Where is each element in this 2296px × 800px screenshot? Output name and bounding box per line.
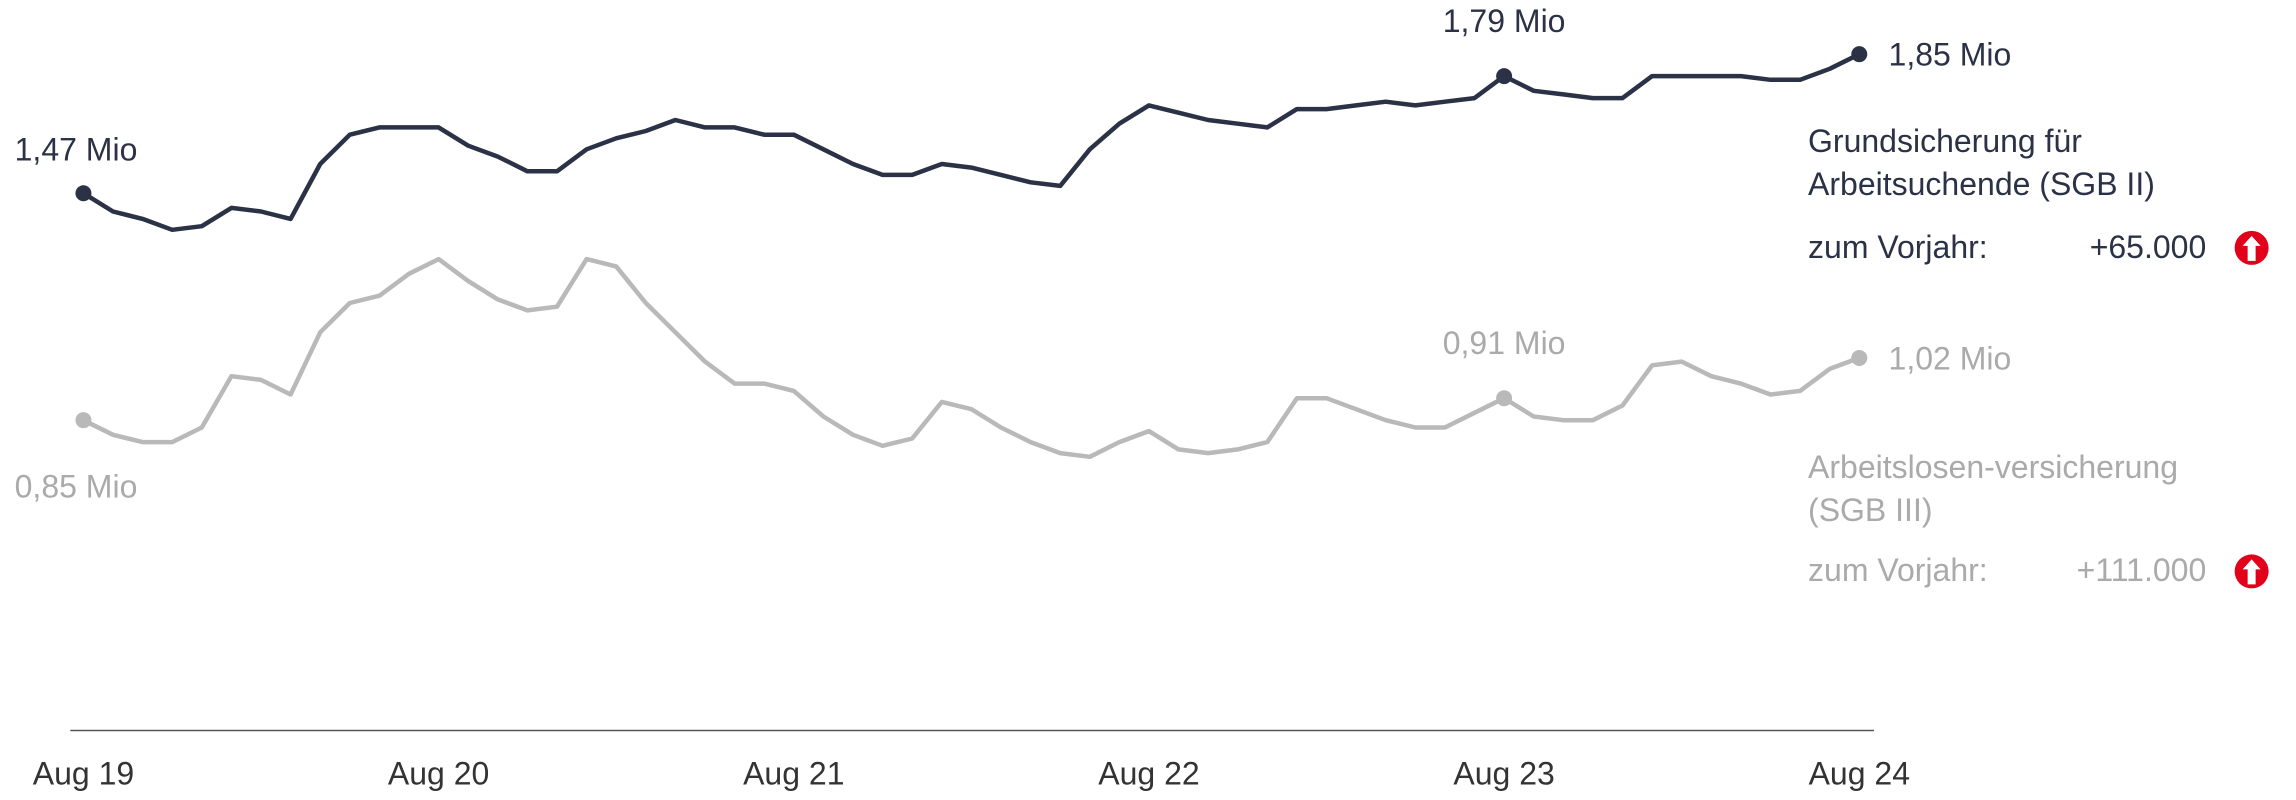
value-label: 1,02 Mio [1889, 340, 2012, 376]
x-tick-label: Aug 22 [1098, 755, 1199, 791]
value-label: 1,79 Mio [1443, 3, 1566, 39]
change-icon-arrow [2242, 235, 2261, 261]
series-name: Arbeitslosen-versicherung (SGB III) [1808, 449, 2178, 529]
change-label: zum Vorjahr: [1808, 552, 1988, 589]
change-value: +111.000 [2076, 552, 2207, 589]
point [1496, 68, 1513, 85]
x-tick-label: Aug 20 [388, 755, 489, 791]
point [1496, 390, 1513, 407]
point [1851, 349, 1868, 366]
change-value: +65.000 [2089, 228, 2207, 265]
series-name: Grundsicherung für Arbeitsuchende (SGB I… [1808, 123, 2155, 202]
x-tick-label: Aug 21 [743, 755, 844, 791]
value-label: 0,85 Mio [15, 468, 138, 504]
change-icon-arrow [2242, 559, 2261, 585]
x-tick-label: Aug 19 [33, 755, 134, 791]
point [75, 412, 92, 429]
x-tick-label: Aug 23 [1453, 755, 1554, 791]
series-line [82, 256, 1861, 460]
value-label: 0,91 Mio [1443, 325, 1566, 361]
x-tick-label: Aug 24 [1809, 755, 1910, 791]
point [75, 185, 92, 202]
series-line [82, 52, 1861, 233]
value-label: 1,85 Mio [1889, 37, 2012, 73]
change-label: zum Vorjahr: [1808, 228, 1988, 265]
point [1851, 46, 1868, 63]
value-label: 1,47 Mio [15, 132, 138, 168]
